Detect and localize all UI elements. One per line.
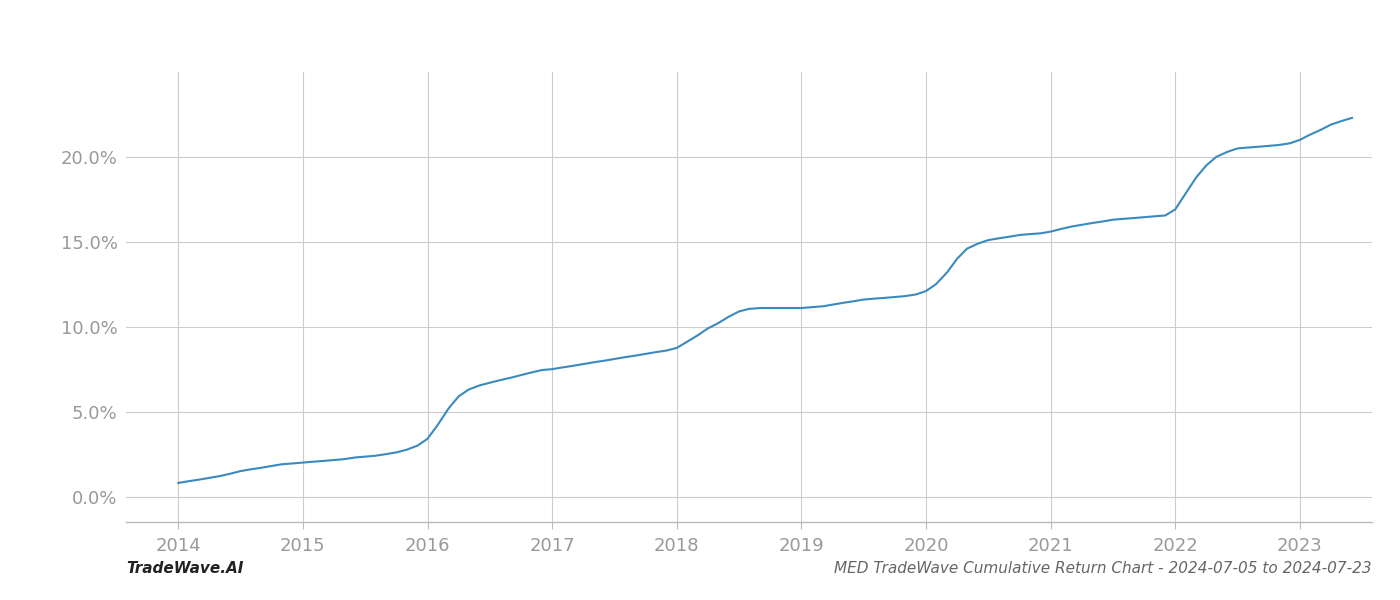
Text: MED TradeWave Cumulative Return Chart - 2024-07-05 to 2024-07-23: MED TradeWave Cumulative Return Chart - … xyxy=(834,561,1372,576)
Text: TradeWave.AI: TradeWave.AI xyxy=(126,561,244,576)
